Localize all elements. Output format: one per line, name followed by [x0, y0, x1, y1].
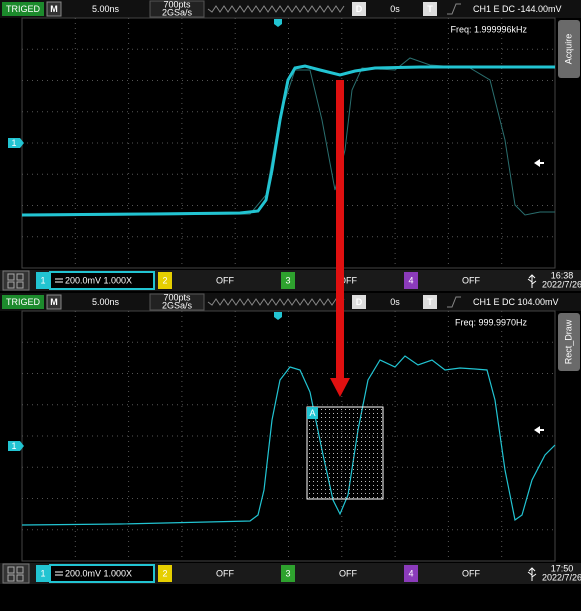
channel-button [158, 565, 172, 582]
trigger-state-box [2, 295, 44, 309]
trigger-state-box [2, 2, 44, 16]
clock-date: 2022/7/26 [542, 572, 581, 582]
channel-button [404, 272, 418, 289]
menu-tab [558, 20, 580, 78]
channel-button [36, 565, 50, 582]
channel-number: 2 [162, 275, 167, 285]
frequency: Freq: 999.9970Hz [455, 317, 528, 327]
home-icon-squares [7, 566, 24, 582]
channel-setting: OFF [462, 275, 480, 285]
mode: M [50, 4, 58, 14]
menu-tab [558, 313, 580, 371]
delay-box [352, 2, 366, 16]
channel-setting: 200.0mV 1.000X [65, 568, 132, 578]
delay: 0s [390, 297, 400, 307]
trigger-position-marker [274, 19, 282, 27]
rect-label: A [309, 408, 315, 418]
channel-marker: 1 [11, 441, 16, 451]
channel-marker-shape [8, 138, 24, 148]
trigger-box [423, 295, 437, 309]
delay: 0s [390, 4, 400, 14]
channel-number: 3 [285, 568, 290, 578]
channel-marker: 1 [11, 138, 16, 148]
mode-box [46, 1, 62, 17]
channel-setting: OFF [462, 568, 480, 578]
delay-label: D [356, 297, 363, 307]
trigger-state: TRIGED [6, 297, 41, 307]
trigger-level-marker [534, 426, 544, 434]
channel-button [158, 272, 172, 289]
delay-label: D [356, 4, 363, 14]
menu-tab-label: Acquire [563, 34, 573, 65]
mode-box [46, 294, 62, 310]
channel-button [404, 565, 418, 582]
trigger-state: TRIGED [6, 4, 41, 14]
sample-rate: 2GSa/s [162, 300, 193, 310]
channel-setting: OFF [216, 568, 234, 578]
home-icon [2, 270, 30, 291]
clock-time: 16:38 [551, 270, 574, 280]
memory-depth: 700pts [163, 0, 191, 9]
timebase: 5.00ns [92, 4, 120, 14]
channel-setting: OFF [339, 275, 357, 285]
dc-coupling-icon [55, 571, 63, 576]
home-icon-squares [7, 273, 24, 289]
memory-overview [207, 298, 345, 306]
mode: M [50, 297, 58, 307]
timebase: 5.00ns [92, 297, 120, 307]
memory-overview [207, 5, 345, 13]
channel-number: 4 [408, 275, 413, 285]
rect-label-box [307, 407, 318, 419]
home-icon [2, 563, 30, 584]
clock-time: 17:50 [551, 563, 574, 573]
channel-setting: OFF [216, 275, 234, 285]
channel-number: 3 [285, 275, 290, 285]
memory-box [149, 293, 205, 311]
trigger-level-marker [534, 159, 544, 167]
trigger-info: CH1 E DC 104.00mV [473, 297, 559, 307]
drawn-rectangle [306, 406, 384, 500]
trigger-edge-icon [447, 296, 461, 308]
waveform [21, 64, 555, 217]
channel-number: 2 [162, 568, 167, 578]
menu-tab-label: Rect_Draw [563, 319, 573, 364]
usb-icon [527, 567, 537, 581]
usb-icon [527, 274, 537, 288]
channel-marker-shape [8, 441, 24, 451]
trigger-label: T [427, 297, 433, 307]
channel-number: 1 [40, 568, 45, 578]
channel-setting-box [49, 564, 155, 583]
trigger-box [423, 2, 437, 16]
delay-box [352, 295, 366, 309]
dc-coupling-icon [55, 278, 63, 283]
channel-button [281, 565, 295, 582]
channel-number: 1 [40, 275, 45, 285]
sample-rate: 2GSa/s [162, 7, 193, 17]
channel-number: 4 [408, 568, 413, 578]
channel-button [36, 272, 50, 289]
channel-setting: 200.0mV 1.000X [65, 275, 132, 285]
trigger-info: CH1 E DC -144.00mV [473, 4, 562, 14]
trigger-label: T [427, 4, 433, 14]
annotation-arrow-head [330, 378, 350, 397]
memory-depth: 700pts [163, 292, 191, 302]
waveform [21, 355, 556, 526]
channel-setting: OFF [339, 568, 357, 578]
frequency: Freq: 1.999996kHz [450, 24, 527, 34]
channel-button [281, 272, 295, 289]
trigger-edge-icon [447, 3, 461, 15]
memory-box [149, 0, 205, 18]
channel-setting-box [49, 271, 155, 290]
clock-date: 2022/7/26 [542, 279, 581, 289]
trigger-position-marker [274, 312, 282, 320]
